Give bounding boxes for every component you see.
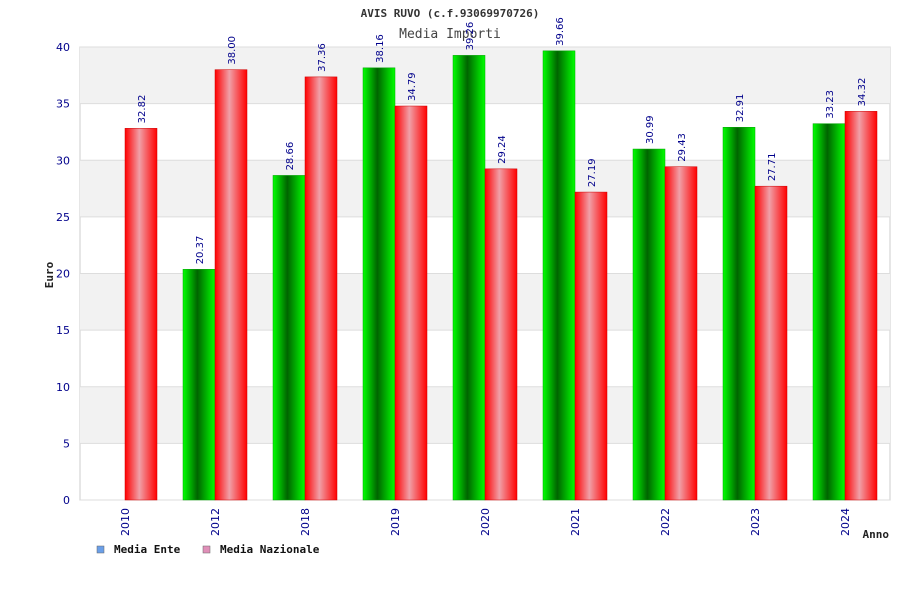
value-label: 39.66 (555, 17, 566, 46)
y-tick-label: 0 (63, 494, 70, 507)
chart-title: AVIS RUVO (c.f.93069970726) (361, 7, 540, 20)
value-label: 32.91 (735, 94, 746, 123)
x-axis-ticks: 2010 2012 2018 2019 2020 2021 2022 2023 2024 (119, 508, 852, 536)
value-label: 20.37 (195, 236, 206, 265)
bars (124, 50, 878, 501)
x-tick-label: 2024 (839, 508, 852, 536)
value-label: 32.82 (137, 95, 148, 124)
y-tick-label: 40 (56, 41, 70, 54)
x-tick-label: 2020 (479, 508, 492, 536)
legend: Media Ente Media Nazionale (96, 543, 320, 556)
x-tick-label: 2018 (299, 508, 312, 536)
y-tick-label: 35 (56, 98, 70, 111)
bar-media-nazionale (754, 185, 788, 501)
value-label: 34.79 (407, 72, 418, 101)
y-tick-label: 20 (56, 268, 70, 281)
legend-swatch (96, 545, 105, 554)
value-labels: 32.82 20.37 38.00 28.66 37.36 38.16 34.79 39.26… (137, 17, 868, 264)
x-tick-label: 2023 (749, 508, 762, 536)
bar-media-ente (362, 67, 396, 501)
x-tick-label: 2012 (209, 508, 222, 536)
value-label: 30.99 (645, 115, 656, 144)
bar-media-nazionale (664, 166, 698, 501)
x-axis-label: Anno (863, 528, 890, 541)
y-tick-label: 5 (63, 437, 70, 450)
value-label: 27.19 (587, 158, 598, 187)
legend-label: Media Nazionale (220, 543, 320, 556)
bar-media-ente (182, 269, 216, 501)
bar-media-ente (722, 127, 756, 501)
x-tick-label: 2019 (389, 508, 402, 536)
value-label: 38.00 (227, 36, 238, 65)
chart-subtitle: Media Importi (399, 27, 501, 42)
y-tick-label: 25 (56, 211, 70, 224)
x-tick-label: 2021 (569, 508, 582, 536)
bar-media-nazionale (484, 168, 518, 501)
bar-media-nazionale (124, 128, 158, 501)
legend-label: Media Ente (114, 543, 181, 556)
bar-media-ente (452, 55, 486, 501)
bar-media-ente (812, 123, 846, 501)
x-tick-label: 2022 (659, 508, 672, 536)
bar-media-nazionale (574, 191, 608, 501)
bar-media-ente (542, 50, 576, 501)
y-tick-label: 15 (56, 324, 70, 337)
y-tick-label: 10 (56, 381, 70, 394)
value-label: 29.43 (677, 133, 688, 162)
bar-media-nazionale (844, 111, 878, 501)
x-tick-label: 2010 (119, 508, 132, 536)
value-label: 37.36 (317, 43, 328, 72)
value-label: 28.66 (285, 142, 296, 171)
bar-media-nazionale (304, 76, 338, 501)
value-label: 34.32 (857, 78, 868, 107)
bar-media-ente (272, 175, 306, 501)
bar-media-nazionale (214, 69, 248, 501)
value-label: 39.26 (465, 22, 476, 51)
y-tick-label: 30 (56, 154, 70, 167)
y-axis-ticks: 0 5 10 15 20 25 30 35 40 (56, 41, 70, 507)
value-label: 33.23 (825, 90, 836, 119)
value-label: 38.16 (375, 34, 386, 63)
y-axis-label: Euro (43, 261, 56, 288)
bar-media-ente (632, 148, 666, 501)
bar-media-nazionale (394, 105, 428, 501)
legend-swatch (202, 545, 211, 554)
value-label: 29.24 (497, 135, 508, 164)
value-label: 27.71 (767, 153, 778, 182)
